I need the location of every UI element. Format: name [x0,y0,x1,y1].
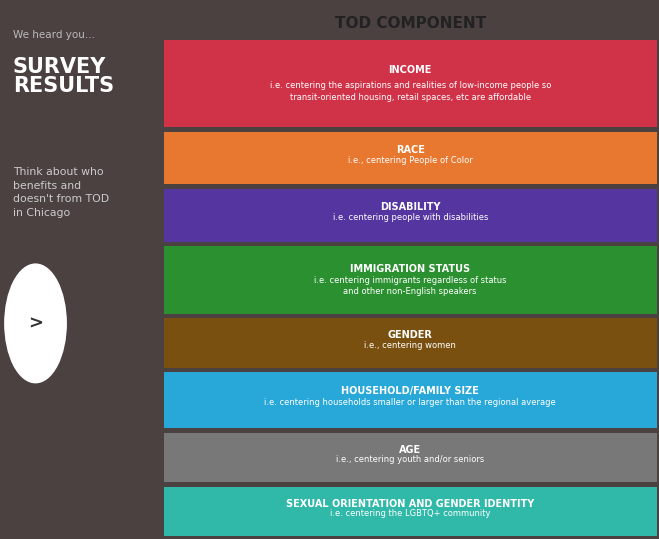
Bar [164,433,656,482]
Bar [164,246,656,314]
Text: AGE: AGE [399,445,421,454]
Text: i.e. centering the LGBTQ+ community: i.e. centering the LGBTQ+ community [330,509,490,518]
Text: i.e., centering People of Color: i.e., centering People of Color [348,156,473,165]
Bar [164,40,656,127]
Text: i.e. centering households smaller or larger than the regional average: i.e. centering households smaller or lar… [264,398,556,407]
Bar [164,189,656,241]
Text: i.e., centering women: i.e., centering women [364,341,456,350]
Ellipse shape [5,264,66,383]
Text: i.e. centering the aspirations and realities of low-income people so
transit-ori: i.e. centering the aspirations and reali… [270,81,551,102]
Text: We heard you...: We heard you... [13,30,95,40]
Text: >: > [28,314,43,333]
Text: i.e., centering youth and/or seniors: i.e., centering youth and/or seniors [336,455,484,464]
Text: SEXUAL ORIENTATION AND GENDER IDENTITY: SEXUAL ORIENTATION AND GENDER IDENTITY [286,499,534,508]
Text: GENDER: GENDER [387,330,433,340]
Text: i.e. centering people with disabilities: i.e. centering people with disabilities [333,213,488,222]
Bar [164,487,656,536]
Text: i.e. centering immigrants regardless of status
and other non-English speakers: i.e. centering immigrants regardless of … [314,276,507,296]
Text: INCOME: INCOME [389,65,432,75]
Text: TOD COMPONENT: TOD COMPONENT [335,16,486,31]
Text: IMMIGRATION STATUS: IMMIGRATION STATUS [350,264,471,274]
Bar [164,372,656,429]
Text: RACE: RACE [396,144,424,155]
Bar [164,132,656,184]
Text: Think about who
benefits and
doesn't from TOD
in Chicago: Think about who benefits and doesn't fro… [13,167,109,218]
Text: DISABILITY: DISABILITY [380,202,440,212]
Text: SURVEY
RESULTS: SURVEY RESULTS [13,57,114,96]
Text: HOUSEHOLD/FAMILY SIZE: HOUSEHOLD/FAMILY SIZE [341,386,479,397]
Bar [164,319,656,368]
